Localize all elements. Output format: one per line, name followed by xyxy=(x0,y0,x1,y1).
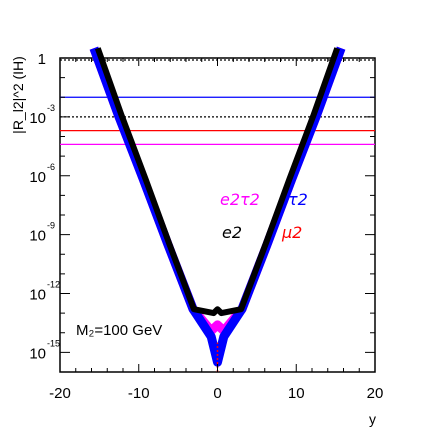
series-band-2 xyxy=(94,47,341,317)
series-label-tau2: τ2 xyxy=(288,190,308,209)
series-label-e2: e2 xyxy=(222,223,242,242)
y-tick-exponent: -12 xyxy=(47,280,60,290)
y-tick-exponent: -6 xyxy=(47,162,55,172)
y-tick-label: 10 xyxy=(29,110,46,127)
series-label-e2tau2: e2τ2 xyxy=(220,190,260,209)
mass-annotation: M₂=100 GeV xyxy=(76,322,162,339)
y-tick-label: 10 xyxy=(29,345,46,362)
y-tick-exponent: -3 xyxy=(47,103,55,113)
y-tick-exponent: -15 xyxy=(47,338,60,348)
x-tick-label: 20 xyxy=(367,385,384,402)
y-tick-label: 10 xyxy=(29,228,46,245)
x-tick-label: -20 xyxy=(49,385,71,402)
series-label-mu2: μ2 xyxy=(281,223,302,242)
y-tick-label: 10 xyxy=(29,169,46,186)
y-tick-label: 1 xyxy=(38,51,46,68)
x-tick-label: 10 xyxy=(288,385,305,402)
x-axis-title: y xyxy=(369,411,376,427)
x-tick-label: 0 xyxy=(213,385,221,402)
y-axis-title: |R_l2|^2 (IH) xyxy=(10,56,26,134)
y-tick-label: 10 xyxy=(29,287,46,304)
x-tick-label: -10 xyxy=(128,385,150,402)
y-tick-exponent: -9 xyxy=(47,221,55,231)
